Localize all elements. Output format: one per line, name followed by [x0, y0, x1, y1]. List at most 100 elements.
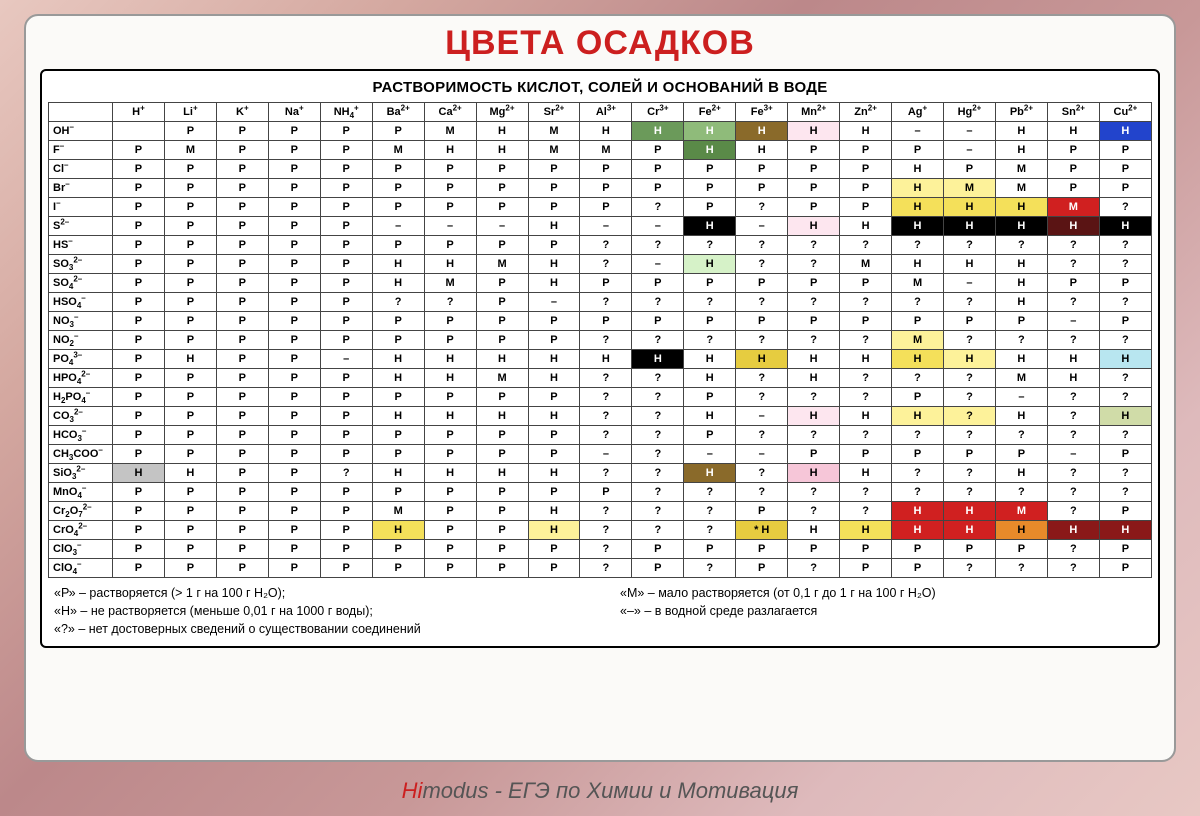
solubility-cell: Н	[892, 217, 944, 236]
solubility-cell: ?	[944, 388, 996, 407]
solubility-cell: Р	[113, 521, 165, 540]
solubility-cell: Р	[268, 141, 320, 160]
solubility-cell: Р	[320, 236, 372, 255]
solubility-cell: Н	[372, 350, 424, 369]
solubility-cell: Н	[528, 502, 580, 521]
solubility-cell: Р	[216, 255, 268, 274]
solubility-cell: ?	[736, 198, 788, 217]
solubility-cell: Р	[320, 426, 372, 445]
solubility-cell: Н	[1099, 521, 1151, 540]
solubility-cell: ?	[892, 483, 944, 502]
solubility-cell: Р	[424, 483, 476, 502]
solubility-cell: Р	[320, 502, 372, 521]
solubility-cell: Р	[164, 483, 216, 502]
cation-header: Ca2+	[424, 103, 476, 122]
solubility-cell: Р	[424, 502, 476, 521]
solubility-cell: Р	[788, 160, 840, 179]
solubility-cell: Н	[840, 407, 892, 426]
solubility-cell: Н	[995, 255, 1047, 274]
solubility-cell: Н	[372, 255, 424, 274]
solubility-cell: ?	[892, 293, 944, 312]
solubility-cell: Н	[944, 502, 996, 521]
solubility-cell: Р	[736, 502, 788, 521]
solubility-cell: ?	[995, 559, 1047, 578]
solubility-cell: Р	[528, 331, 580, 350]
solubility-cell: Р	[372, 388, 424, 407]
solubility-cell: Р	[216, 236, 268, 255]
solubility-cell: Р	[216, 160, 268, 179]
solubility-cell: Р	[424, 331, 476, 350]
solubility-cell: ?	[944, 559, 996, 578]
solubility-cell: Н	[944, 198, 996, 217]
solubility-cell: Р	[476, 179, 528, 198]
solubility-cell: Н	[528, 464, 580, 483]
solubility-cell: ?	[944, 236, 996, 255]
solubility-cell: Р	[528, 160, 580, 179]
anion-header: Cr2O72–	[49, 502, 113, 521]
solubility-cell: Н	[684, 255, 736, 274]
corner-cell	[49, 103, 113, 122]
solubility-cell: ?	[736, 388, 788, 407]
solubility-cell: Н	[476, 141, 528, 160]
solubility-cell: Р	[1099, 160, 1151, 179]
solubility-cell: ?	[372, 293, 424, 312]
solubility-cell: Р	[164, 179, 216, 198]
solubility-cell: Н	[164, 350, 216, 369]
solubility-cell: Н	[788, 464, 840, 483]
solubility-cell: Р	[424, 521, 476, 540]
solubility-cell: Р	[320, 331, 372, 350]
solubility-cell: Р	[840, 445, 892, 464]
anion-header: SO32–	[49, 255, 113, 274]
solubility-cell: Р	[632, 312, 684, 331]
solubility-cell: Р	[1099, 179, 1151, 198]
anion-header: HSO4–	[49, 293, 113, 312]
cation-header: Mn2+	[788, 103, 840, 122]
solubility-cell: Р	[892, 540, 944, 559]
solubility-cell: Н	[840, 464, 892, 483]
solubility-cell: Р	[164, 293, 216, 312]
solubility-cell: Р	[892, 312, 944, 331]
anion-header: S2–	[49, 217, 113, 236]
cation-header: Al3+	[580, 103, 632, 122]
solubility-cell: Н	[528, 274, 580, 293]
solubility-cell: Н	[528, 369, 580, 388]
solubility-cell: Р	[372, 540, 424, 559]
cation-header: Cu2+	[1099, 103, 1151, 122]
solubility-cell: Р	[840, 141, 892, 160]
solubility-cell: ?	[736, 255, 788, 274]
solubility-cell: Р	[164, 388, 216, 407]
solubility-cell: Р	[268, 502, 320, 521]
solubility-cell: ?	[684, 521, 736, 540]
anion-header: CO32–	[49, 407, 113, 426]
solubility-cell: ?	[580, 521, 632, 540]
solubility-cell: Р	[216, 122, 268, 141]
legend: «Р» – растворяется (> 1 г на 100 г H₂O);…	[48, 578, 1152, 640]
table-title: РАСТВОРИМОСТЬ КИСЛОТ, СОЛЕЙ И ОСНОВАНИЙ …	[48, 75, 1152, 102]
solubility-cell: Н	[684, 350, 736, 369]
solubility-cell: М	[892, 331, 944, 350]
solubility-cell: Н	[892, 350, 944, 369]
solubility-cell: Н	[840, 122, 892, 141]
anion-header: H2PO4–	[49, 388, 113, 407]
anion-header: HPO42–	[49, 369, 113, 388]
solubility-cell: ?	[684, 331, 736, 350]
solubility-cell: ?	[580, 236, 632, 255]
solubility-cell: Р	[113, 426, 165, 445]
solubility-cell: Н	[528, 350, 580, 369]
legend-right: «М» – мало растворяется (от 0,1 г до 1 г…	[620, 584, 1146, 638]
cation-header: Ba2+	[372, 103, 424, 122]
solubility-cell: Р	[476, 388, 528, 407]
solubility-cell: Н	[372, 521, 424, 540]
cation-header: Pb2+	[995, 103, 1047, 122]
solubility-cell: Н	[788, 521, 840, 540]
anion-header: F–	[49, 141, 113, 160]
solubility-cell: Н	[995, 521, 1047, 540]
solubility-cell: ?	[995, 483, 1047, 502]
table-container: РАСТВОРИМОСТЬ КИСЛОТ, СОЛЕЙ И ОСНОВАНИЙ …	[40, 69, 1160, 648]
anion-header: PO43–	[49, 350, 113, 369]
solubility-cell: Р	[424, 540, 476, 559]
solubility-cell: Р	[476, 559, 528, 578]
solubility-cell: –	[1047, 445, 1099, 464]
solubility-cell: Р	[372, 198, 424, 217]
solubility-cell: ?	[632, 483, 684, 502]
